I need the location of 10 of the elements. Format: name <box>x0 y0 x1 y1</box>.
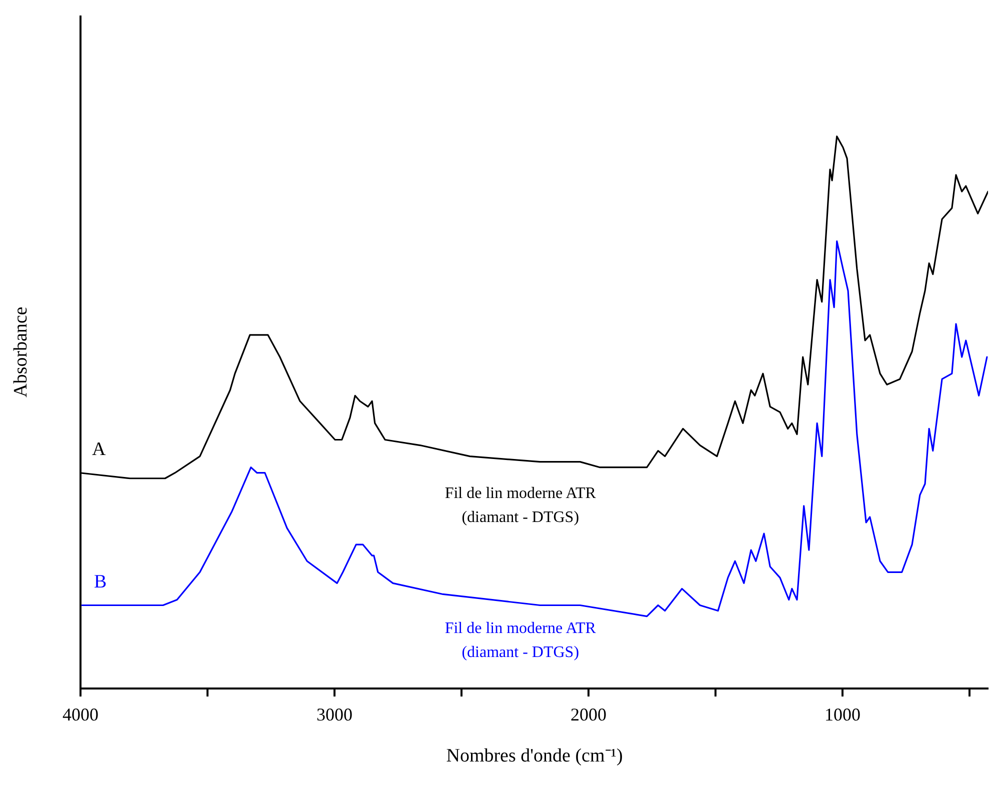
series-label: A <box>92 438 106 460</box>
x-axis-title: Nombres d'onde (cm⁻¹) <box>446 746 623 766</box>
series-label: B <box>94 571 107 592</box>
y-axis-title: Absorbance <box>10 306 32 398</box>
x-tick-label: 4000 <box>62 704 98 724</box>
x-tick-label: 1000 <box>824 704 860 724</box>
annotation: Fil de lin moderne ATR (diamant - DTGS) <box>444 485 596 526</box>
x-tick-label: 2000 <box>570 704 606 724</box>
annotation: Fil de lin moderne ATR (diamant - DTGS) <box>444 620 596 661</box>
x-tick-label: 3000 <box>316 704 352 724</box>
